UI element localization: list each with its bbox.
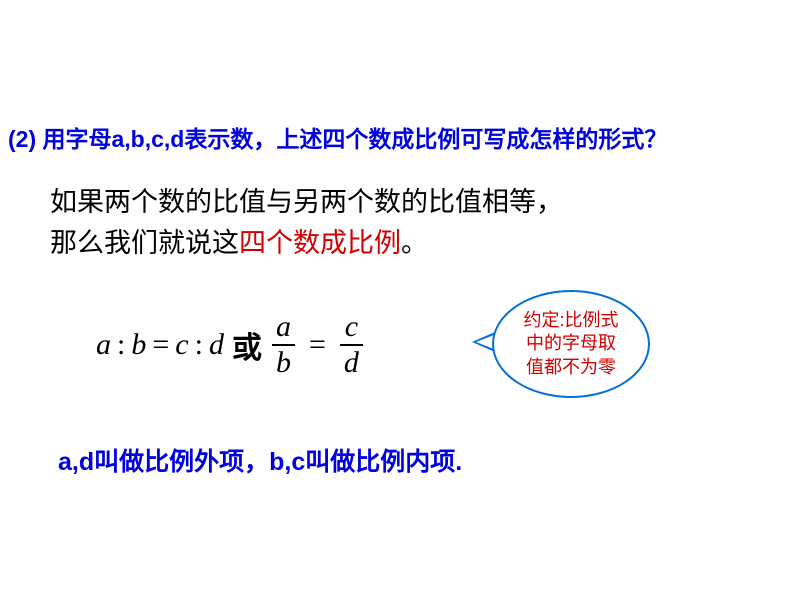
- var-c: c: [175, 328, 188, 362]
- colon1: :: [117, 328, 125, 362]
- callout-bubble: 约定:比例式 中的字母取 值都不为零: [492, 290, 650, 398]
- question-text: 用字母a,b,c,d表示数，上述四个数成比例可写成怎样的形式？: [43, 126, 668, 152]
- statement-line2b: 。: [401, 228, 428, 258]
- var-a: a: [96, 328, 111, 362]
- frac-num-a: a: [272, 310, 295, 344]
- question-prefix: (2): [8, 126, 43, 152]
- fraction-cd: c d: [340, 310, 363, 380]
- eq2: =: [309, 328, 326, 362]
- footer-line: a,d叫做比例外项，b,c叫做比例内项.: [58, 442, 462, 478]
- colon2: :: [195, 328, 203, 362]
- statement-block: 如果两个数的比值与另两个数的比值相等， 那么我们就说这四个数成比例。: [50, 182, 563, 263]
- statement-line1: 如果两个数的比值与另两个数的比值相等，: [50, 187, 563, 217]
- eq1: =: [152, 328, 169, 362]
- fraction-ab: a b: [272, 310, 295, 380]
- callout-line3: 值都不为零: [526, 356, 616, 379]
- frac-den-d: d: [340, 346, 363, 380]
- frac-den-b: b: [272, 346, 295, 380]
- frac-num-c: c: [341, 310, 362, 344]
- callout-line2: 中的字母取: [526, 332, 616, 355]
- callout: 约定:比例式 中的字母取 值都不为零: [472, 290, 650, 398]
- var-d: d: [209, 328, 224, 362]
- or-text: 或: [232, 323, 262, 367]
- statement-line2-red: 四个数成比例: [239, 228, 401, 258]
- formula: a : b = c : d 或 a b = c d: [96, 310, 369, 380]
- callout-line1: 约定:比例式: [523, 309, 618, 332]
- statement-line2a: 那么我们就说这: [50, 228, 239, 258]
- var-b: b: [131, 328, 146, 362]
- footer-text: a,d叫做比例外项，b,c叫做比例内项.: [58, 448, 462, 476]
- question-line: (2) 用字母a,b,c,d表示数，上述四个数成比例可写成怎样的形式？: [8, 120, 667, 154]
